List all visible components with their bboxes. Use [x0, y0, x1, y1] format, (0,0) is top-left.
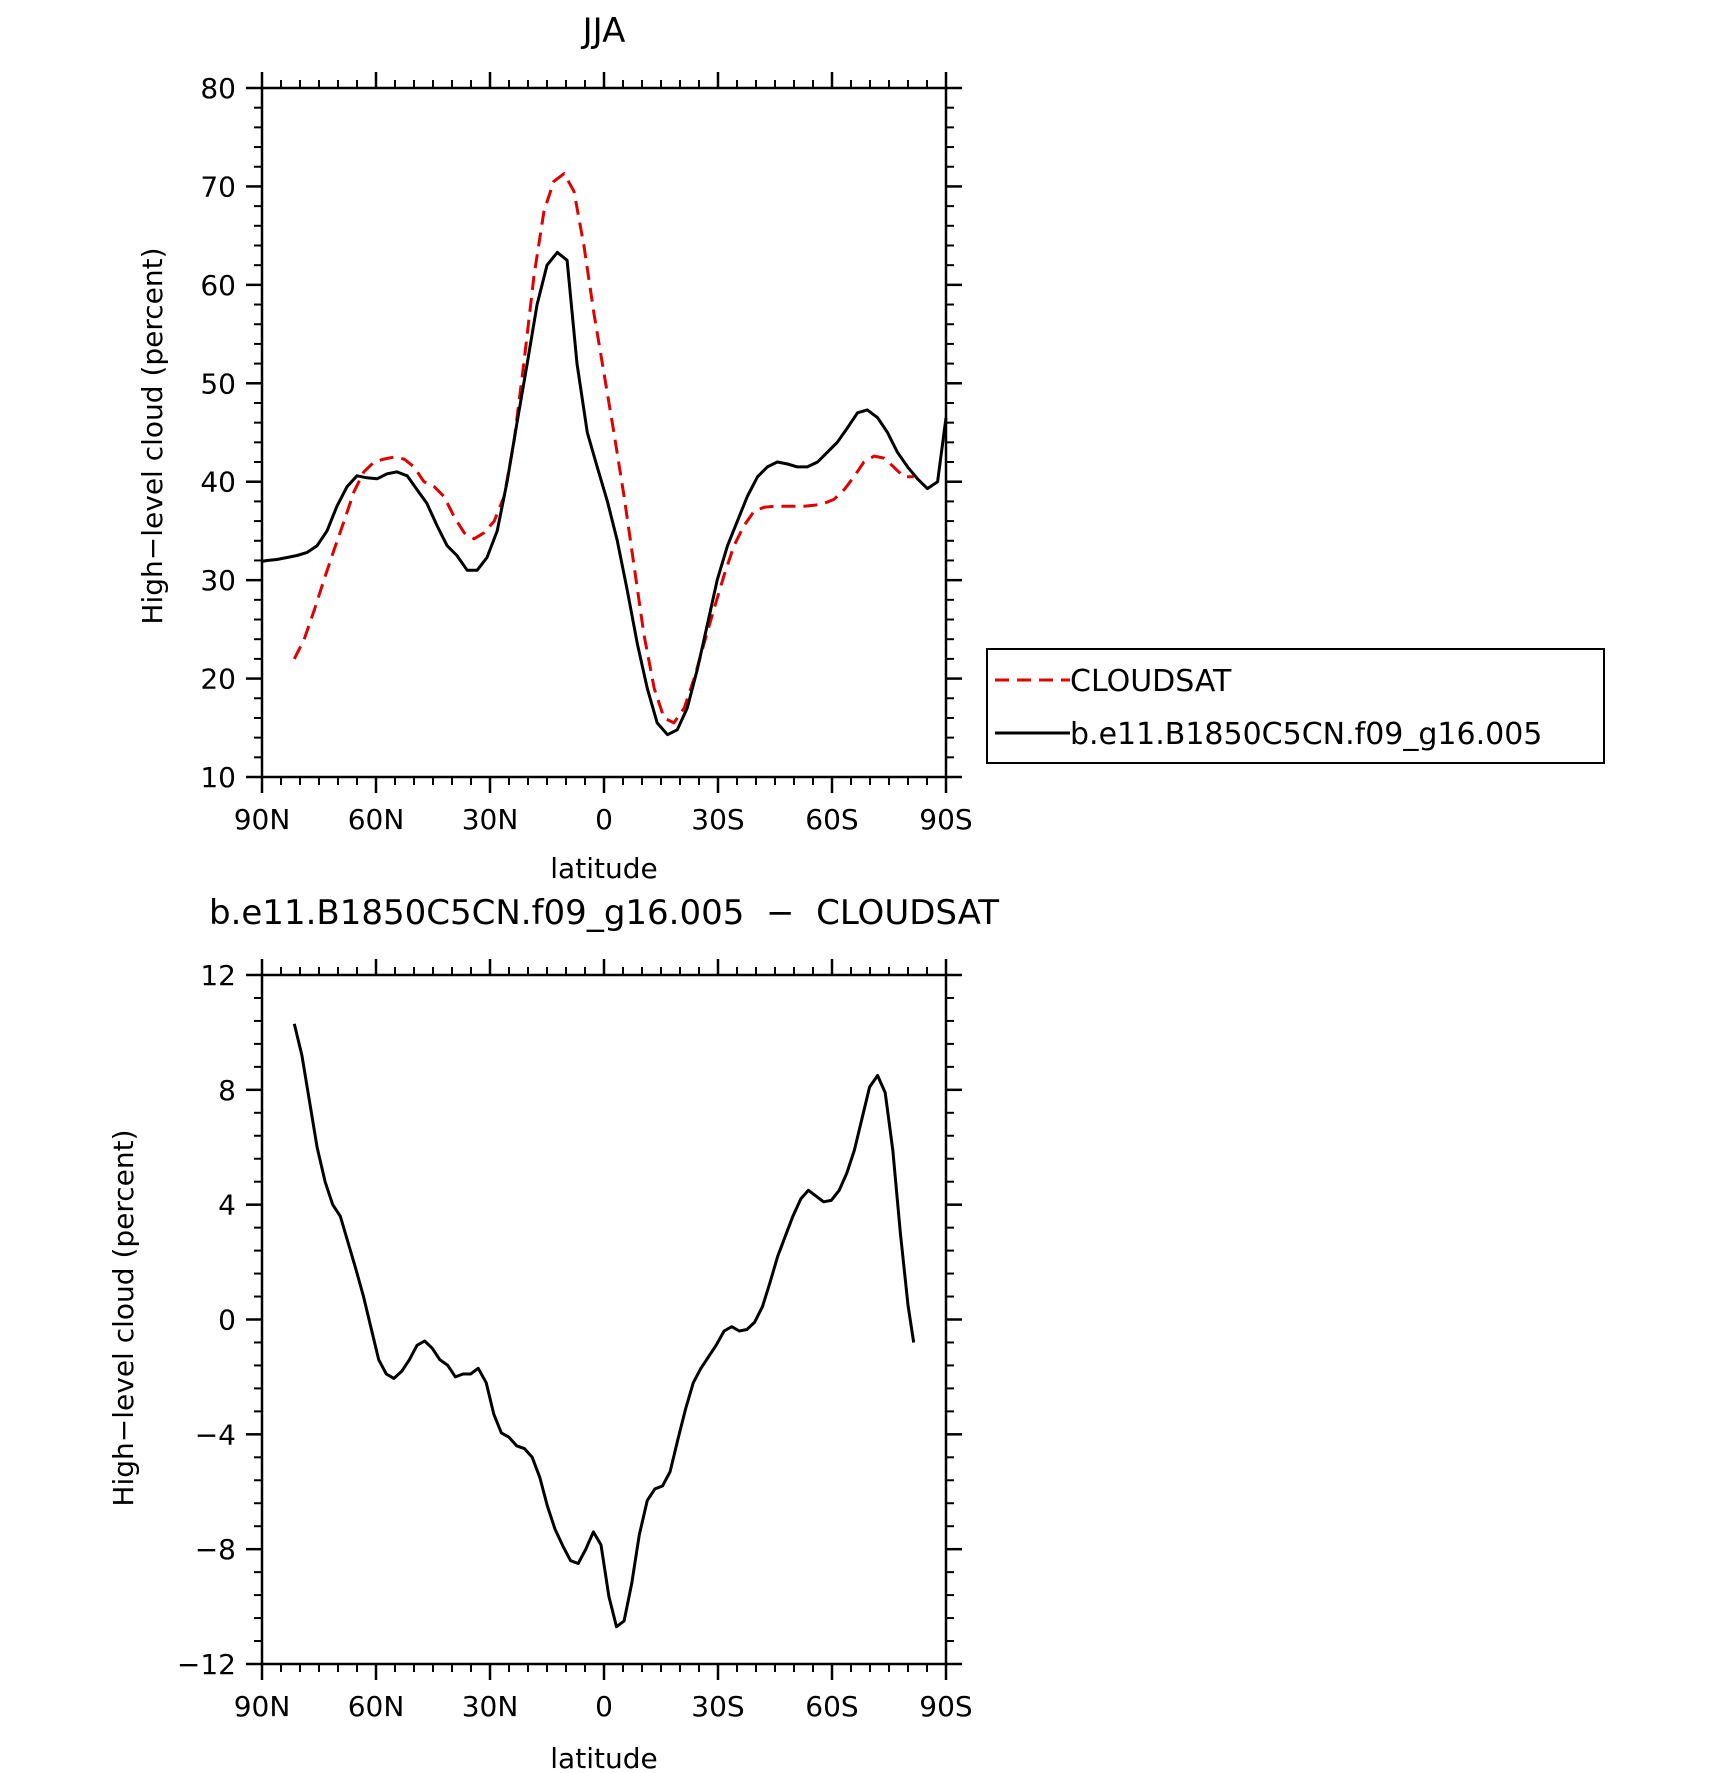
top-x-tick-label: 30S [691, 803, 744, 836]
top-series-line-b-e11-b1850c5cn-f09-g16-005 [261, 250, 948, 737]
bottom-y-axis-title: High−level cloud (percent) [107, 1129, 140, 1506]
top-series-group [261, 172, 948, 737]
bottom-panel: b.e11.B1850C5CN.f09_g16.005 − CLOUDSAT 9… [107, 893, 999, 1773]
top-y-tick-label: 40 [200, 466, 236, 499]
bottom-x-tick-label: 60N [348, 1690, 405, 1723]
bottom-series-group [292, 1023, 916, 1629]
top-x-axis-title: latitude [550, 852, 657, 885]
top-y-tick-label: 30 [200, 564, 236, 597]
bottom-y-tick-label: 4 [218, 1189, 236, 1222]
top-x-tick-label: 90N [234, 803, 291, 836]
bottom-y-tick-label: −8 [195, 1533, 236, 1566]
top-x-tick-label: 0 [595, 803, 613, 836]
top-y-tick-label: 80 [200, 72, 236, 105]
bottom-x-axis-title: latitude [550, 1742, 657, 1773]
bottom-y-tick-label: 0 [218, 1304, 236, 1337]
bottom-y-tick-label: −4 [195, 1418, 236, 1451]
bottom-y-tick-label: 12 [200, 959, 236, 992]
bottom-x-tick-label: 30N [462, 1690, 519, 1723]
bottom-axes: 90N 60N 30N 0 30S 60S 90S −12 −8 −4 0 4 8 12 [177, 959, 973, 1723]
legend-box [986, 648, 1605, 764]
top-x-tick-label: 60S [805, 803, 858, 836]
bottom-chart-title: b.e11.B1850C5CN.f09_g16.005 − CLOUDSAT [209, 893, 999, 933]
legend: CLOUDSAT b.e11.B1850C5CN.f09_g16.005 [986, 648, 1605, 764]
bottom-y-tick-label: −12 [177, 1648, 236, 1681]
bottom-x-tick-label: 30S [691, 1690, 744, 1723]
top-chart-title: JJA [581, 11, 626, 51]
top-axes: 90N 60N 30N 0 30S 60S 90S 10 20 30 40 50 60 70 80 [200, 72, 973, 836]
top-x-tick-label: 30N [462, 803, 519, 836]
bottom-x-tick-label: 90S [919, 1690, 972, 1723]
top-panel: JJA 90N 60N 30N 0 30S 60S 90S1020304050607080 … [136, 11, 973, 885]
legend-label-cloudsat: CLOUDSAT [1070, 664, 1232, 699]
bottom-x-tick-label: 0 [595, 1690, 613, 1723]
bottom-x-tick-label: 60S [805, 1690, 858, 1723]
top-y-axis-title: High−level cloud (percent) [136, 247, 169, 624]
legend-label-model: b.e11.B1850C5CN.f09_g16.005 [1070, 717, 1542, 752]
top-y-tick-label: 20 [200, 663, 236, 696]
top-series-line-cloudsat [292, 172, 914, 725]
top-y-tick-label: 60 [200, 269, 236, 302]
bottom-series-line-difference [292, 1023, 916, 1629]
bottom-x-tick-label: 90N [234, 1690, 291, 1723]
top-x-tick-label: 90S [919, 803, 972, 836]
top-y-tick-label: 50 [200, 367, 236, 400]
top-y-tick-label: 10 [200, 761, 236, 794]
top-y-tick-label: 70 [200, 170, 236, 203]
top-x-tick-label: 60N [348, 803, 405, 836]
bottom-y-tick-label: 8 [218, 1074, 236, 1107]
